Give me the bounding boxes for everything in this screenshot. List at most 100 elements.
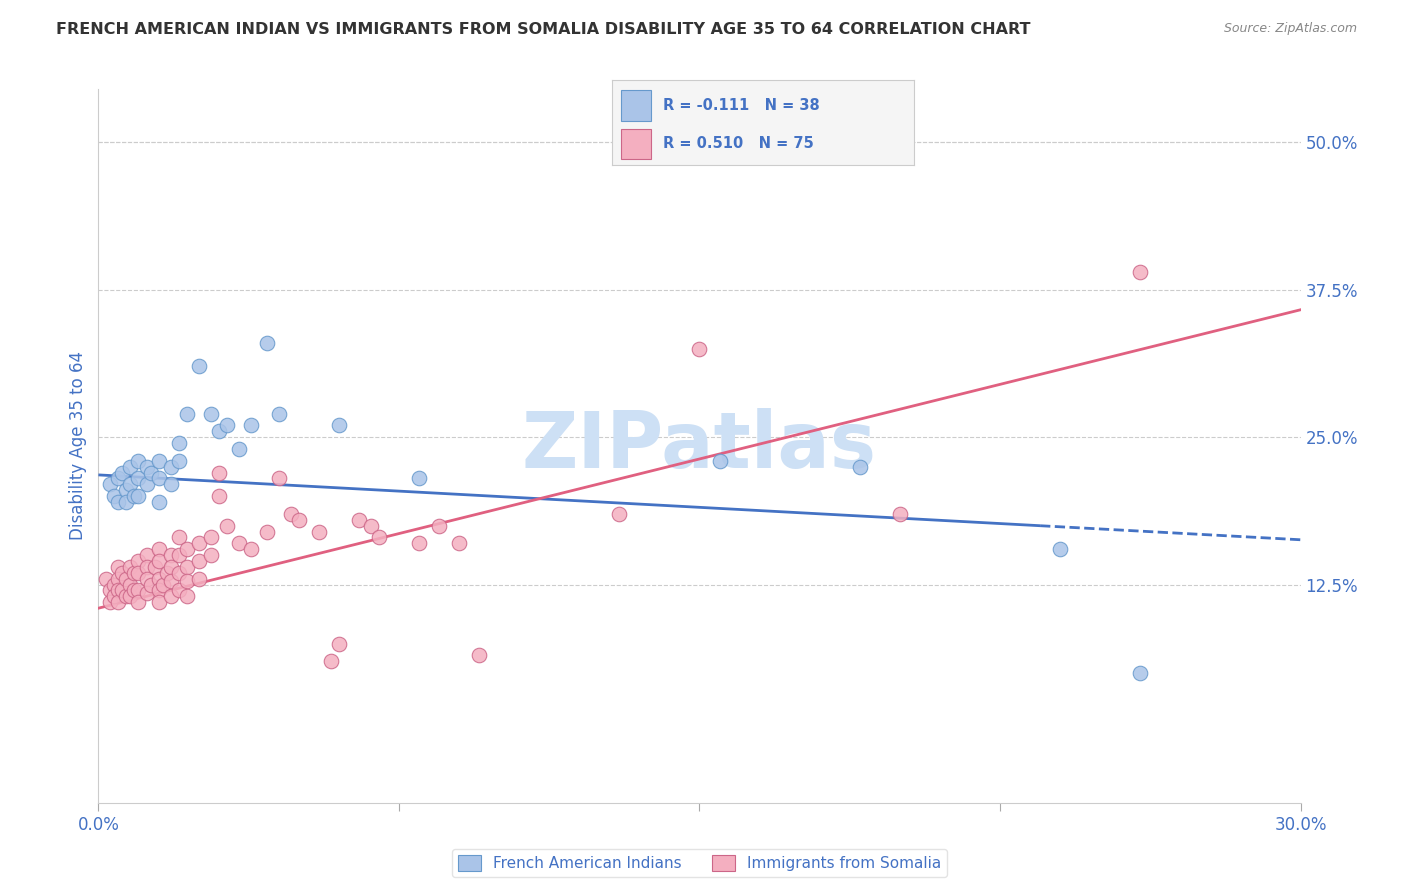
Point xyxy=(124,566,146,580)
Point xyxy=(1049,542,1071,557)
Point xyxy=(111,566,134,580)
Point xyxy=(115,590,138,604)
Point xyxy=(176,407,198,421)
Point xyxy=(148,595,170,609)
Point xyxy=(120,477,142,491)
Point xyxy=(159,459,181,474)
FancyBboxPatch shape xyxy=(620,128,651,159)
Point xyxy=(176,542,198,557)
Point xyxy=(128,471,150,485)
Point xyxy=(148,454,170,468)
Point xyxy=(135,586,157,600)
Point xyxy=(328,636,350,650)
Point xyxy=(120,590,142,604)
Point xyxy=(167,583,190,598)
Point xyxy=(319,654,342,668)
Point xyxy=(111,466,134,480)
Point xyxy=(139,466,162,480)
Point xyxy=(328,418,350,433)
Point xyxy=(107,583,129,598)
Point xyxy=(167,530,190,544)
FancyBboxPatch shape xyxy=(620,90,651,121)
Legend: French American Indians, Immigrants from Somalia: French American Indians, Immigrants from… xyxy=(451,849,948,877)
Point xyxy=(159,590,181,604)
Point xyxy=(103,489,125,503)
Point xyxy=(167,566,190,580)
Point xyxy=(139,577,162,591)
Point xyxy=(128,583,150,598)
Point xyxy=(148,495,170,509)
Point xyxy=(208,489,231,503)
Point xyxy=(256,524,278,539)
Point xyxy=(360,518,382,533)
Point xyxy=(100,477,122,491)
Point xyxy=(689,342,711,356)
Point xyxy=(468,648,491,663)
Point xyxy=(148,572,170,586)
Point xyxy=(228,536,250,550)
Text: FRENCH AMERICAN INDIAN VS IMMIGRANTS FROM SOMALIA DISABILITY AGE 35 TO 64 CORREL: FRENCH AMERICAN INDIAN VS IMMIGRANTS FRO… xyxy=(56,22,1031,37)
Point xyxy=(115,483,138,498)
Point xyxy=(103,577,125,591)
Point xyxy=(187,572,209,586)
Point xyxy=(100,595,122,609)
Point xyxy=(107,560,129,574)
Point xyxy=(100,583,122,598)
Point xyxy=(120,459,142,474)
Point xyxy=(1129,666,1152,681)
Point xyxy=(120,560,142,574)
Point xyxy=(228,442,250,456)
Point xyxy=(187,554,209,568)
Text: Source: ZipAtlas.com: Source: ZipAtlas.com xyxy=(1223,22,1357,36)
Point xyxy=(128,554,150,568)
Point xyxy=(159,477,181,491)
Point xyxy=(709,454,731,468)
Point xyxy=(408,536,430,550)
Point xyxy=(135,459,157,474)
Point xyxy=(124,583,146,598)
Point xyxy=(148,583,170,598)
Point xyxy=(155,566,177,580)
Point xyxy=(308,524,330,539)
Point xyxy=(152,577,174,591)
Point xyxy=(159,574,181,588)
Point xyxy=(267,471,290,485)
Point xyxy=(107,595,129,609)
Point xyxy=(128,595,150,609)
Point xyxy=(96,572,118,586)
Point xyxy=(135,548,157,562)
Point xyxy=(124,489,146,503)
Point xyxy=(215,418,238,433)
Point xyxy=(135,560,157,574)
Point xyxy=(135,572,157,586)
Point xyxy=(128,566,150,580)
Point xyxy=(215,518,238,533)
Point xyxy=(288,513,311,527)
Point xyxy=(159,560,181,574)
Text: ZIPatlas: ZIPatlas xyxy=(522,408,877,484)
Point xyxy=(347,513,370,527)
Point xyxy=(115,495,138,509)
Point xyxy=(103,590,125,604)
Point xyxy=(187,359,209,374)
Point xyxy=(427,518,450,533)
Point xyxy=(267,407,290,421)
Point xyxy=(167,548,190,562)
Point xyxy=(115,572,138,586)
Point xyxy=(187,536,209,550)
Point xyxy=(148,471,170,485)
Point xyxy=(609,507,631,521)
Point xyxy=(176,574,198,588)
Point xyxy=(111,583,134,598)
Y-axis label: Disability Age 35 to 64: Disability Age 35 to 64 xyxy=(69,351,87,541)
Point xyxy=(208,424,231,438)
Point xyxy=(148,554,170,568)
Point xyxy=(176,560,198,574)
Point xyxy=(167,454,190,468)
Point xyxy=(368,530,391,544)
Point xyxy=(239,542,262,557)
Point xyxy=(107,572,129,586)
Point xyxy=(167,436,190,450)
Point xyxy=(408,471,430,485)
Point xyxy=(159,548,181,562)
